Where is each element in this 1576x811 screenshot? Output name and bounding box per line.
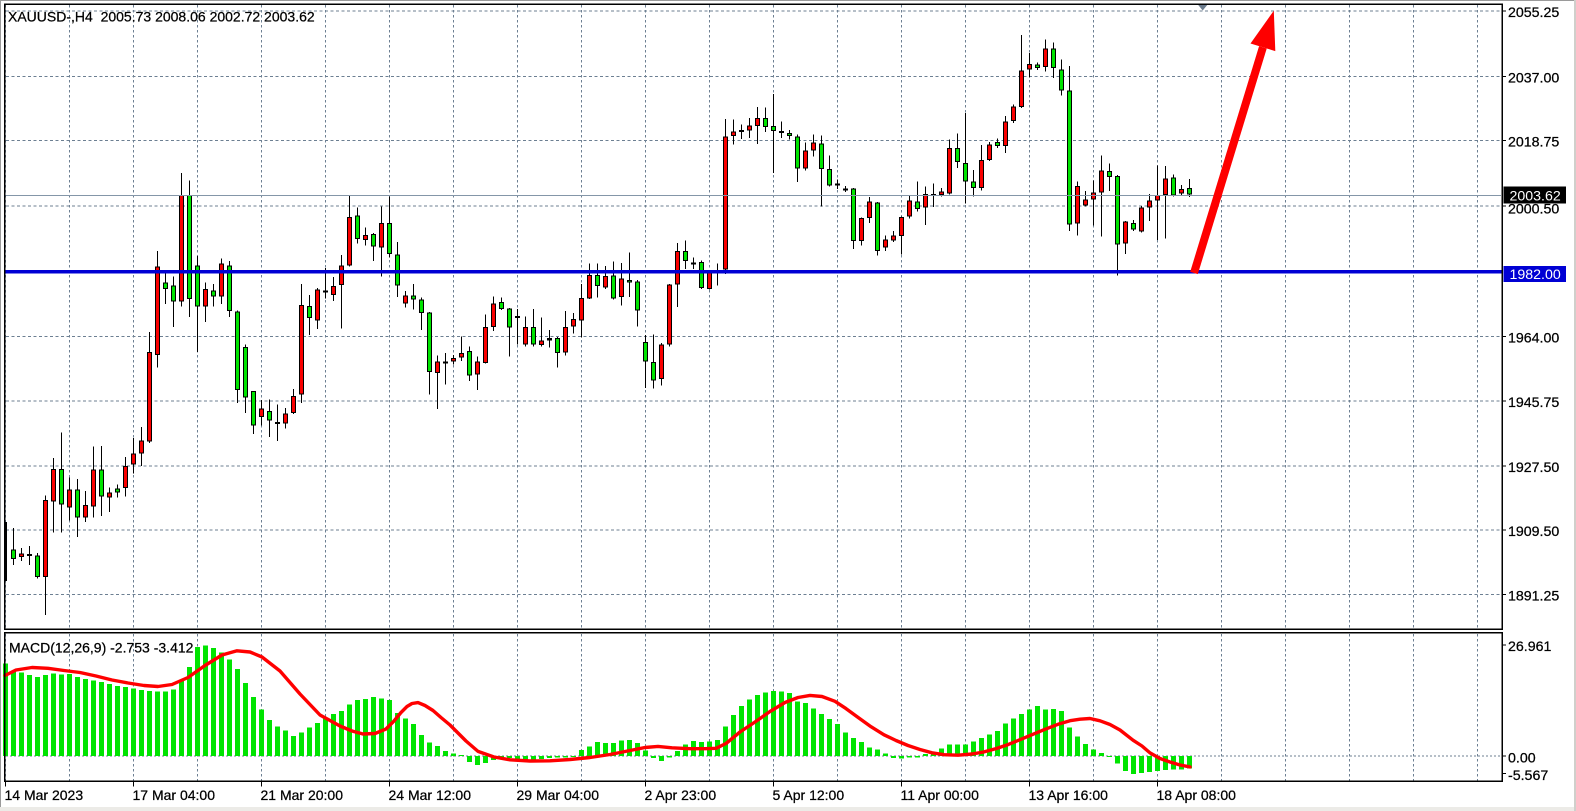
svg-text:1982.00: 1982.00 <box>1510 267 1561 283</box>
svg-text:2 Apr 23:00: 2 Apr 23:00 <box>645 787 717 803</box>
svg-text:2055.25: 2055.25 <box>1508 5 1559 21</box>
svg-text:24 Mar 12:00: 24 Mar 12:00 <box>389 787 472 803</box>
svg-text:MACD(12,26,9) -2.753 -3.412: MACD(12,26,9) -2.753 -3.412 <box>9 640 194 656</box>
svg-text:-5.567: -5.567 <box>1508 768 1548 784</box>
svg-text:17 Mar 04:00: 17 Mar 04:00 <box>133 787 216 803</box>
svg-text:0.00: 0.00 <box>1508 750 1536 766</box>
svg-text:1964.00: 1964.00 <box>1508 330 1559 346</box>
svg-text:XAUUSD-,H4 2005.73 2008.06 20: XAUUSD-,H4 2005.73 2008.06 2002.72 2003.… <box>8 9 315 25</box>
svg-text:2037.00: 2037.00 <box>1508 70 1559 86</box>
svg-text:1945.75: 1945.75 <box>1508 395 1559 411</box>
svg-text:11 Apr 00:00: 11 Apr 00:00 <box>901 787 980 803</box>
svg-text:1891.25: 1891.25 <box>1508 588 1559 604</box>
svg-text:21 Mar 20:00: 21 Mar 20:00 <box>261 787 344 803</box>
svg-text:2018.75: 2018.75 <box>1508 134 1559 150</box>
svg-text:14 Mar 2023: 14 Mar 2023 <box>5 787 84 803</box>
svg-text:18 Apr 08:00: 18 Apr 08:00 <box>1157 787 1237 803</box>
svg-text:1909.50: 1909.50 <box>1508 524 1559 540</box>
svg-text:2000.50: 2000.50 <box>1508 201 1559 217</box>
svg-text:1927.50: 1927.50 <box>1508 460 1559 476</box>
svg-text:5 Apr 12:00: 5 Apr 12:00 <box>773 787 845 803</box>
svg-text:26.961: 26.961 <box>1508 639 1552 655</box>
svg-text:13 Apr 16:00: 13 Apr 16:00 <box>1029 787 1109 803</box>
svg-text:2003.62: 2003.62 <box>1510 189 1561 205</box>
svg-text:29 Mar 04:00: 29 Mar 04:00 <box>517 787 600 803</box>
